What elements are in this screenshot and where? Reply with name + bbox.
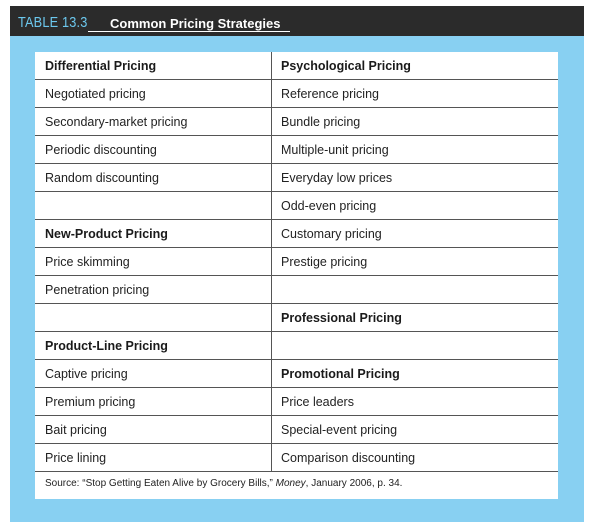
table-row: Periodic discounting Multiple-unit pricin… xyxy=(35,136,558,164)
row-divider xyxy=(35,443,558,444)
row-divider xyxy=(35,275,558,276)
strategy-cell xyxy=(35,304,271,332)
row-divider xyxy=(35,471,558,472)
category-heading: Differential Pricing xyxy=(45,59,157,73)
table-row: Bait pricing Special-event pricing xyxy=(35,416,558,444)
category-heading: Professional Pricing xyxy=(281,311,402,325)
table-row: Penetration pricing xyxy=(35,276,558,304)
strategy-cell: Periodic discounting xyxy=(45,143,157,157)
strategy-cell: Multiple-unit pricing xyxy=(281,143,389,157)
strategy-cell: Price leaders xyxy=(281,395,354,409)
row-divider xyxy=(35,415,558,416)
strategy-cell: Price lining xyxy=(45,451,107,465)
strategy-cell: Negotiated pricing xyxy=(45,87,146,101)
table-row: Odd-even pricing xyxy=(35,192,558,220)
category-heading: Psychological Pricing xyxy=(281,59,411,73)
category-heading: New-Product Pricing xyxy=(45,227,168,241)
strategy-cell: Premium pricing xyxy=(45,395,136,409)
table-row: Premium pricing Price leaders xyxy=(35,388,558,416)
strategy-cell: Reference pricing xyxy=(281,87,379,101)
strategy-cell: Secondary-market pricing xyxy=(45,115,188,129)
source-note: Source: “Stop Getting Eaten Alive by Gro… xyxy=(45,478,402,489)
row-divider xyxy=(35,247,558,248)
row-divider xyxy=(35,387,558,388)
table-number: TABLE 13.3 xyxy=(18,14,88,31)
table-row: Professional Pricing xyxy=(35,304,558,332)
strategy-cell: Random discounting xyxy=(45,171,159,185)
row-divider xyxy=(35,191,558,192)
source-publication: Money xyxy=(275,478,306,489)
table-row: Random discounting Everyday low prices xyxy=(35,164,558,192)
category-heading: Promotional Pricing xyxy=(281,367,400,381)
row-divider xyxy=(35,219,558,220)
table-row: Product-Line Pricing xyxy=(35,332,558,360)
row-divider xyxy=(35,135,558,136)
row-divider xyxy=(35,163,558,164)
strategy-cell xyxy=(271,276,558,304)
row-divider xyxy=(35,331,558,332)
source-prefix: Source: “Stop Getting Eaten Alive by Gro… xyxy=(45,478,276,489)
row-divider xyxy=(35,303,558,304)
pricing-table: Differential Pricing Psychological Pricin… xyxy=(35,52,558,499)
strategy-cell xyxy=(35,192,271,220)
strategy-cell: Penetration pricing xyxy=(45,283,150,297)
strategy-cell: Bundle pricing xyxy=(281,115,361,129)
row-divider xyxy=(35,79,558,80)
row-divider xyxy=(35,359,558,360)
strategy-cell: Customary pricing xyxy=(281,227,382,241)
table-row: New-Product Pricing Customary pricing xyxy=(35,220,558,248)
column-divider xyxy=(271,52,272,471)
table-row: Secondary-market pricing Bundle pricing xyxy=(35,108,558,136)
table-row: Price lining Comparison discounting xyxy=(35,444,558,472)
row-divider xyxy=(35,107,558,108)
strategy-cell: Special-event pricing xyxy=(281,423,398,437)
table-row: Captive pricing Promotional Pricing xyxy=(35,360,558,388)
strategy-cell: Prestige pricing xyxy=(281,255,368,269)
table-row: Differential Pricing Psychological Pricin… xyxy=(35,52,558,80)
table-title: Common Pricing Strategies xyxy=(110,16,281,31)
strategy-cell: Price skimming xyxy=(45,255,130,269)
table-row: Price skimming Prestige pricing xyxy=(35,248,558,276)
strategy-cell: Bait pricing xyxy=(45,423,107,437)
table-row: Negotiated pricing Reference pricing xyxy=(35,80,558,108)
title-underline xyxy=(88,31,290,32)
source-suffix: , January 2006, p. 34. xyxy=(305,478,403,489)
strategy-cell: Everyday low prices xyxy=(281,171,393,185)
category-heading: Product-Line Pricing xyxy=(45,339,168,353)
strategy-cell: Captive pricing xyxy=(45,367,128,381)
strategy-cell: Comparison discounting xyxy=(281,451,416,465)
strategy-cell xyxy=(271,332,558,360)
strategy-cell: Odd-even pricing xyxy=(281,199,377,213)
